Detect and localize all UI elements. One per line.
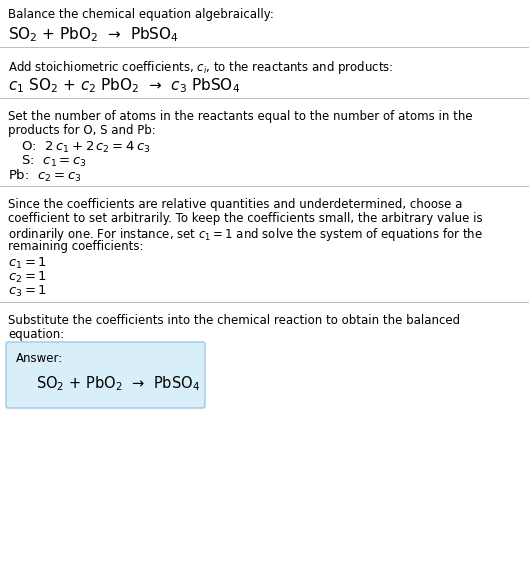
Text: remaining coefficients:: remaining coefficients: [8, 240, 143, 253]
Text: Answer:: Answer: [16, 352, 63, 365]
Text: ordinarily one. For instance, set $c_1 = 1$ and solve the system of equations fo: ordinarily one. For instance, set $c_1 =… [8, 226, 483, 243]
Text: SO$_2$ + PbO$_2$  →  PbSO$_4$: SO$_2$ + PbO$_2$ → PbSO$_4$ [8, 25, 179, 43]
Text: O:  $2\,c_1 + 2\,c_2 = 4\,c_3$: O: $2\,c_1 + 2\,c_2 = 4\,c_3$ [13, 140, 150, 155]
Text: Substitute the coefficients into the chemical reaction to obtain the balanced: Substitute the coefficients into the che… [8, 314, 460, 327]
Text: Add stoichiometric coefficients, $c_i$, to the reactants and products:: Add stoichiometric coefficients, $c_i$, … [8, 59, 394, 76]
Text: Set the number of atoms in the reactants equal to the number of atoms in the: Set the number of atoms in the reactants… [8, 110, 472, 123]
Text: Pb:  $c_2 = c_3$: Pb: $c_2 = c_3$ [8, 168, 81, 184]
Text: $c_3 = 1$: $c_3 = 1$ [8, 284, 47, 299]
Text: coefficient to set arbitrarily. To keep the coefficients small, the arbitrary va: coefficient to set arbitrarily. To keep … [8, 212, 482, 225]
Text: Since the coefficients are relative quantities and underdetermined, choose a: Since the coefficients are relative quan… [8, 198, 462, 211]
Text: S:  $c_1 = c_3$: S: $c_1 = c_3$ [13, 154, 87, 169]
FancyBboxPatch shape [6, 342, 205, 408]
Text: SO$_2$ + PbO$_2$  →  PbSO$_4$: SO$_2$ + PbO$_2$ → PbSO$_4$ [36, 374, 200, 393]
Text: $c_1 = 1$: $c_1 = 1$ [8, 256, 47, 271]
Text: products for O, S and Pb:: products for O, S and Pb: [8, 124, 156, 137]
Text: $c_2 = 1$: $c_2 = 1$ [8, 270, 47, 285]
Text: equation:: equation: [8, 328, 64, 341]
Text: Balance the chemical equation algebraically:: Balance the chemical equation algebraica… [8, 8, 274, 21]
Text: $c_1$ SO$_2$ + $c_2$ PbO$_2$  →  $c_3$ PbSO$_4$: $c_1$ SO$_2$ + $c_2$ PbO$_2$ → $c_3$ PbS… [8, 76, 240, 95]
